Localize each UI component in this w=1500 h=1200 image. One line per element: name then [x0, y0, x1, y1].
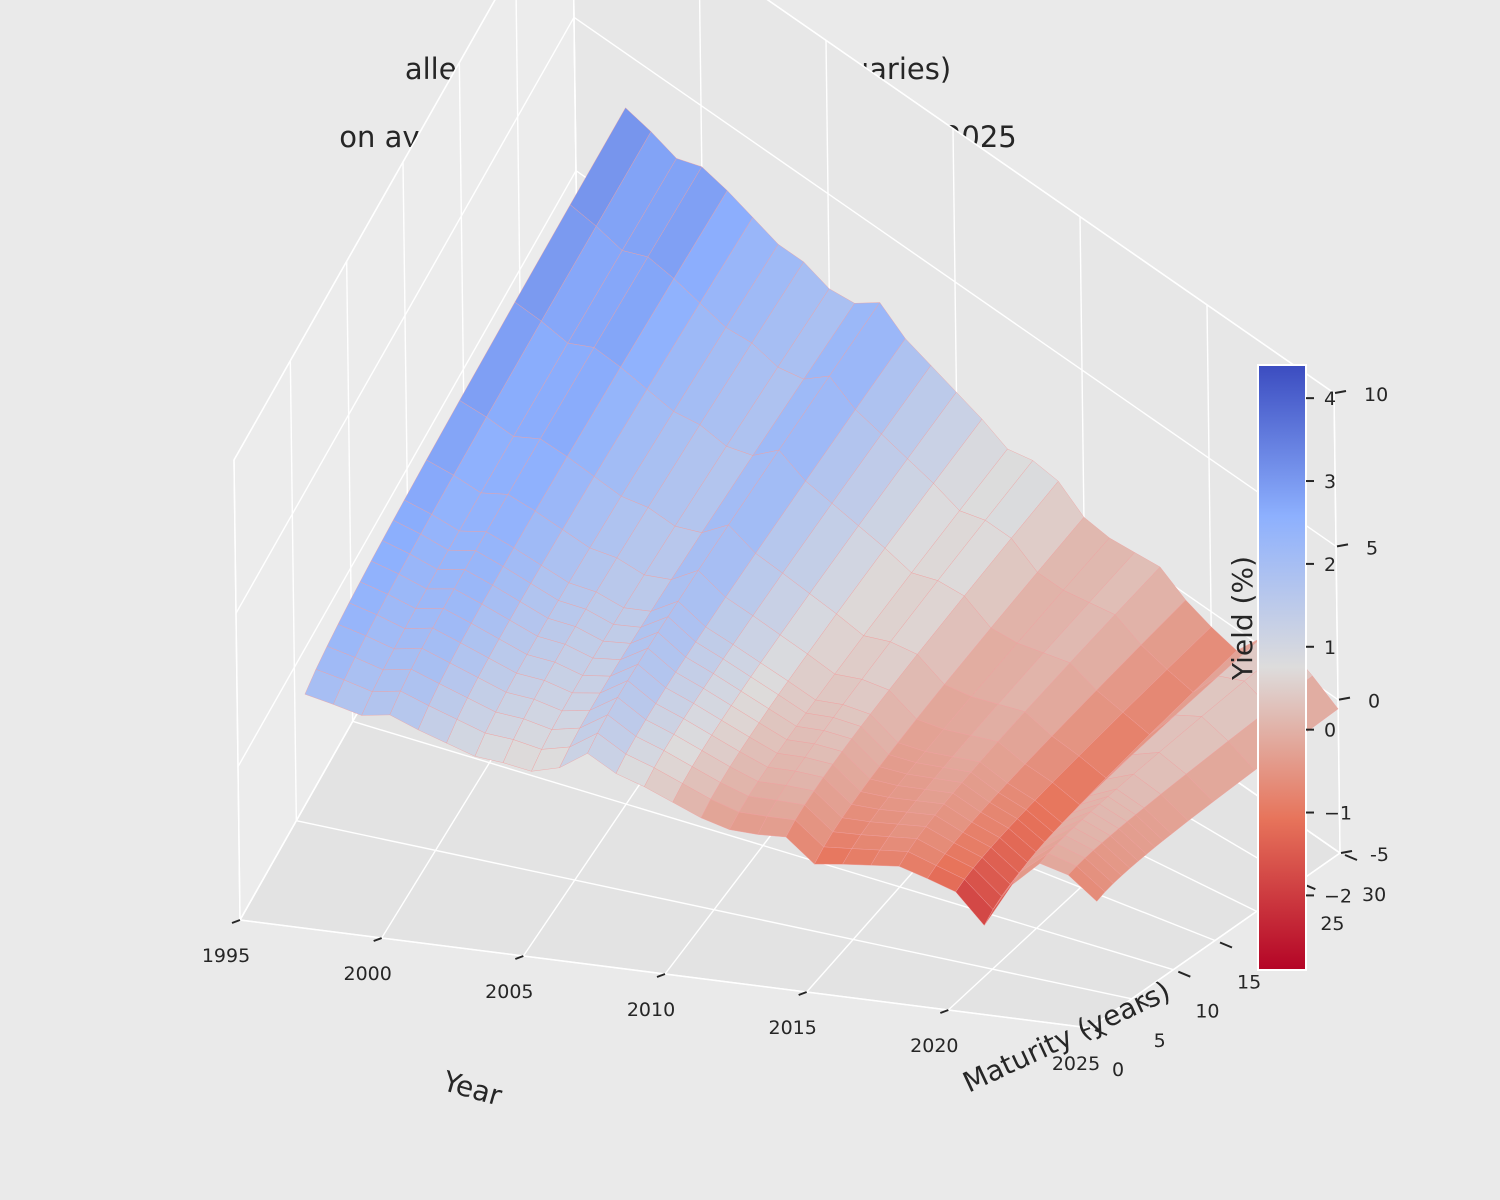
surface-patch [1067, 865, 1106, 902]
z-tick-label: 5 [1366, 537, 1378, 559]
x-tick [231, 919, 241, 924]
x-tick [798, 991, 808, 996]
y-tick-label: 10 [1195, 1001, 1219, 1023]
x-tick [373, 937, 383, 942]
z-tick [1338, 696, 1351, 701]
x-tick-label: 2020 [910, 1035, 958, 1057]
z-tick-label: 10 [1364, 384, 1388, 406]
x-tick [1081, 1027, 1091, 1032]
y-tick-label: 15 [1237, 972, 1261, 994]
z-tick [1340, 850, 1353, 854]
back-grid-z [573, 16, 1337, 547]
z-tick [1336, 543, 1349, 548]
y-tick-label: 25 [1320, 913, 1344, 935]
z-tick [1334, 390, 1347, 394]
colorbar-tick-label: 3 [1324, 471, 1336, 493]
x-tick-label: 2025 [1052, 1053, 1100, 1075]
left-grid-y [289, 360, 298, 821]
x-tick-label: 1995 [202, 945, 250, 967]
z-tick-label: -5 [1370, 844, 1389, 866]
colorbar-label: Yield (%) [1226, 556, 1259, 681]
floor-grid-y [296, 819, 1132, 1000]
y-tick [1136, 999, 1150, 1007]
colorbar-tick-label: 0 [1324, 720, 1336, 742]
left-grid-y [233, 459, 241, 921]
colorbar-tick-label: 2 [1324, 554, 1336, 576]
y-tick [1344, 854, 1358, 861]
colorbar-tick-label: −1 [1324, 803, 1352, 825]
y-tick [1177, 970, 1191, 978]
colorbar: −2 −1 0 1 2 3 4 [1257, 364, 1352, 971]
floor-grid-y [352, 720, 1174, 971]
left-grid-z [237, 170, 577, 768]
y-tick-label: 0 [1112, 1059, 1124, 1081]
x-tick-label: 2000 [343, 963, 391, 985]
x-tick [656, 973, 666, 978]
x-tick-label: 2015 [768, 1017, 816, 1039]
colorbar-gradient [1257, 364, 1307, 971]
left-grid-z [233, 0, 496, 461]
yield-surface [304, 107, 1339, 926]
x-axis-label: Year [438, 1064, 506, 1112]
back-grid-x [1333, 392, 1341, 854]
left-grid-z [235, 16, 575, 614]
y-tick-label: 5 [1154, 1030, 1166, 1052]
colorbar-tick-label: −2 [1324, 885, 1352, 907]
back-grid-z [766, 0, 1335, 394]
y-tick [1094, 1029, 1108, 1036]
x-tick-label: 2010 [627, 999, 675, 1021]
axis-ticks: 1995200020052010201520202025051015202530… [202, 384, 1389, 1081]
z-tick-label: 0 [1368, 691, 1380, 713]
x-tick [939, 1009, 949, 1014]
x-tick [514, 955, 524, 960]
x-tick-label: 2005 [485, 981, 533, 1003]
y-tick [1219, 941, 1233, 949]
colorbar-tick-label: 1 [1324, 637, 1336, 659]
y-tick-label: 30 [1362, 884, 1386, 906]
colorbar-tick-label: 4 [1324, 388, 1336, 410]
